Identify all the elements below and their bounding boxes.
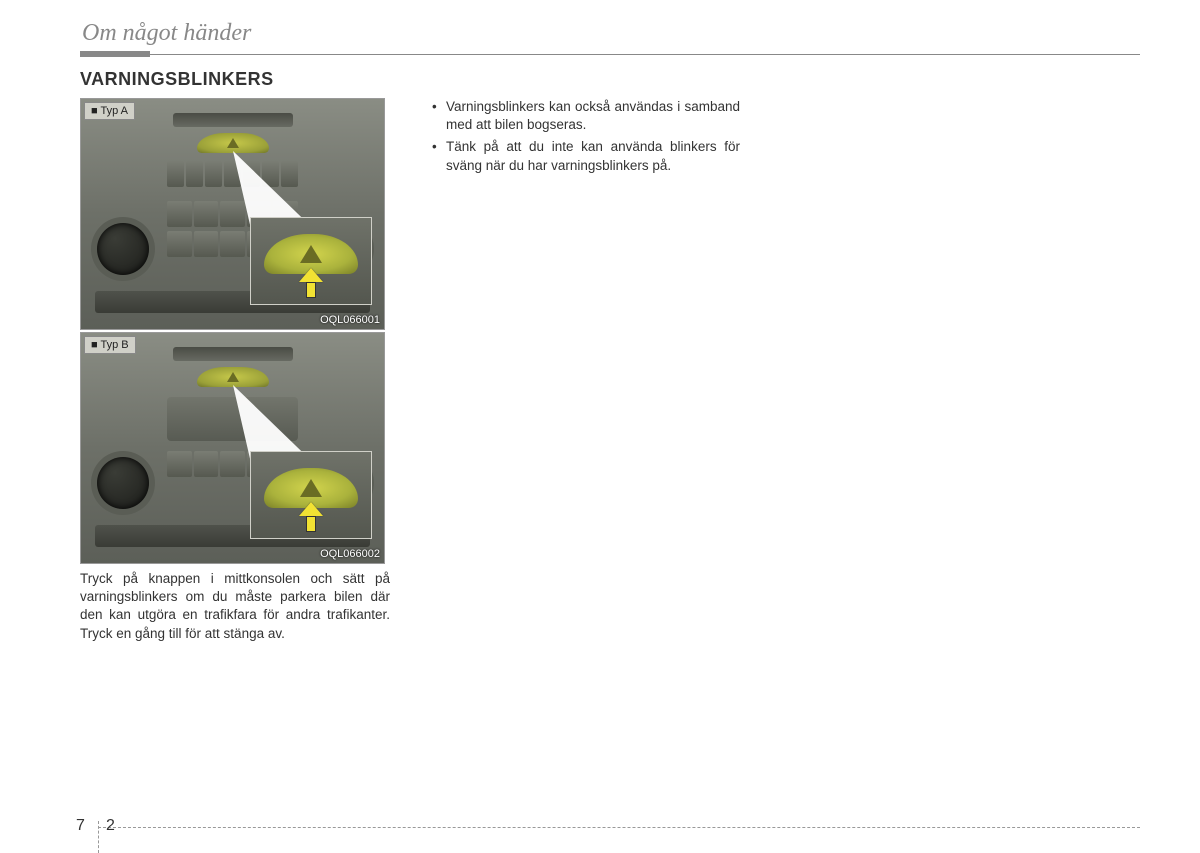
hazard-button-icon [197,367,269,387]
bullet-list: Varningsblinkers kan också användas i sa… [430,98,740,175]
figure-a-label: ■ Typ A [84,102,135,120]
figure-a-callout [250,217,372,305]
header-rule [80,51,1140,57]
bullet-item: Varningsblinkers kan också användas i sa… [430,98,740,134]
section-title: VARNINGSBLINKERS [80,69,1140,90]
page-number: 2 [106,817,115,835]
bullet-item: Tänk på att du inte kan använda blinkers… [430,138,740,174]
figure-b-code: OQL066002 [320,548,380,560]
figure-b-label: ■ Typ B [84,336,136,354]
arrow-up-icon [299,268,323,298]
figure-a-code: OQL066001 [320,314,380,326]
hazard-button-icon [197,133,269,153]
figure-b-callout [250,451,372,539]
figure-type-a: ■ Typ A OQL066 [80,98,385,330]
arrow-up-icon [299,502,323,532]
left-paragraph: Tryck på knappen i mittkonsolen och sätt… [80,570,390,643]
chapter-title: Om något händer [80,20,1140,47]
chapter-number: 7 [76,817,85,835]
figure-type-b: ■ Typ B OQL066002 [80,332,385,564]
